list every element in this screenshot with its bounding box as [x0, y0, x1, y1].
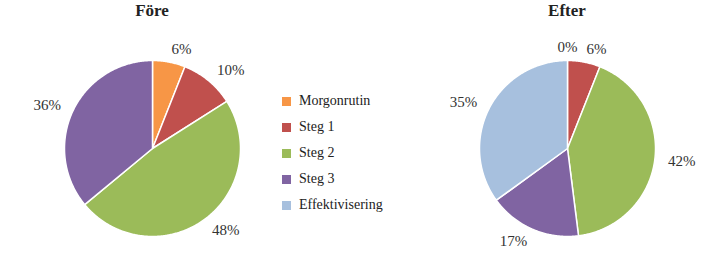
html-text:Steg 3: Steg 3 — [299, 171, 335, 186]
html-text:Steg 2: Steg 2 — [299, 145, 335, 160]
svg-text:17%: 17% — [500, 233, 528, 249]
svg-text:6%: 6% — [586, 41, 606, 57]
svg-text:42%: 42% — [668, 153, 696, 169]
svg-text:36%: 36% — [33, 97, 61, 113]
svg-text:0%: 0% — [558, 39, 578, 55]
svg-text:35%: 35% — [450, 94, 478, 110]
html-text:Steg 1: Steg 1 — [299, 119, 335, 134]
svg-text:10%: 10% — [217, 62, 245, 78]
html-text:Efter: Efter — [548, 1, 586, 20]
svg-text:48%: 48% — [212, 222, 240, 238]
svg-text:6%: 6% — [171, 41, 191, 57]
html-text:Effektivisering: Effektivisering — [299, 197, 383, 212]
html-text:Morgonrutin: Morgonrutin — [299, 93, 371, 108]
html-text:Före: Före — [135, 1, 169, 20]
